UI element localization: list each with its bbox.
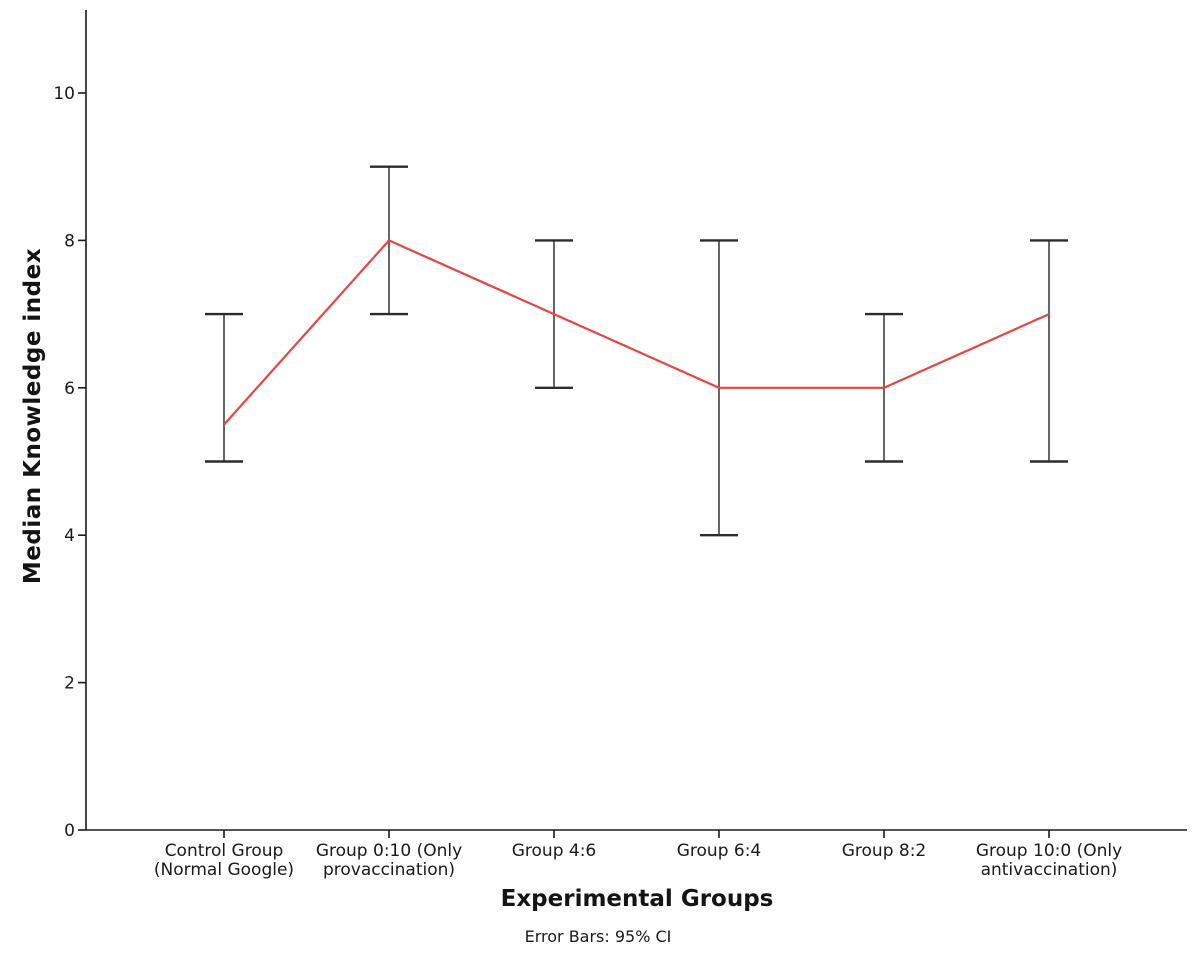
y-tick-label: 6 [64, 379, 75, 399]
x-axis-title: Experimental Groups [500, 886, 774, 912]
y-axis-title: Median Knowledge index [20, 247, 46, 585]
x-category-label: Group 6:4 [677, 841, 762, 861]
x-category-label: Group 0:10 (Only [316, 841, 462, 861]
x-category-label: (Normal Google) [154, 860, 294, 880]
y-tick-label: 2 [64, 674, 75, 694]
y-tick-label: 0 [64, 821, 75, 841]
x-category-label: Group 4:6 [512, 841, 597, 861]
x-category-label: provaccination) [323, 860, 455, 880]
x-category-label: Group 8:2 [842, 841, 927, 861]
y-tick-label: 10 [53, 84, 75, 104]
x-category-label: Control Group [165, 841, 284, 861]
median-line [223, 239, 1050, 426]
error-bars-footnote: Error Bars: 95% CI [524, 927, 672, 946]
x-category-label: antivaccination) [981, 860, 1118, 880]
y-tick-label: 4 [64, 526, 75, 546]
x-category-label: Group 10:0 (Only [976, 841, 1122, 861]
y-tick-label: 8 [64, 231, 75, 251]
